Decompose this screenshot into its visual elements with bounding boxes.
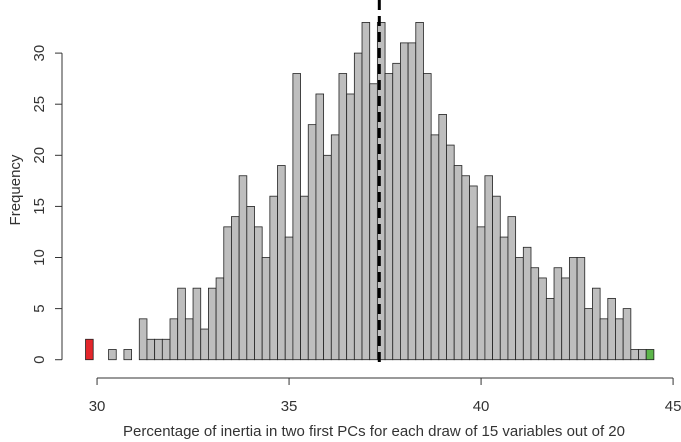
bar [169, 318, 179, 361]
bar [192, 287, 202, 361]
bar [300, 195, 309, 361]
y-tick-label: 25 [31, 96, 48, 113]
bar [330, 134, 340, 361]
bar [85, 338, 94, 361]
bar [392, 62, 401, 361]
bar [108, 349, 117, 361]
x-tick-label: 35 [281, 398, 298, 415]
bar [231, 216, 240, 361]
bar [269, 195, 278, 361]
bar [592, 287, 601, 361]
y-tick-label: 30 [31, 45, 48, 62]
bar [499, 236, 509, 361]
bar [469, 185, 478, 361]
bar [407, 42, 417, 361]
y-axis-label: Frequency [7, 154, 24, 225]
bar [423, 73, 432, 361]
bar [238, 175, 248, 361]
bar [146, 338, 156, 361]
bar [630, 349, 639, 361]
bar [638, 349, 647, 361]
bar [584, 308, 593, 361]
bar [261, 257, 271, 361]
bar [568, 257, 578, 361]
bar [315, 93, 325, 361]
bar [622, 308, 632, 361]
bar [545, 297, 555, 361]
bar [246, 206, 255, 361]
bar [254, 226, 263, 361]
bar [346, 93, 355, 361]
bar [615, 318, 624, 361]
y-tick-label: 0 [31, 356, 48, 364]
bar [553, 267, 563, 361]
bar [538, 277, 547, 361]
bar [184, 318, 194, 361]
bar [323, 154, 332, 361]
bar [438, 114, 447, 361]
y-tick-label: 15 [31, 198, 48, 215]
bar [353, 52, 363, 361]
bar [361, 22, 371, 361]
bar [223, 226, 232, 361]
bar [461, 175, 470, 361]
bar [522, 246, 532, 361]
x-axis-label: Percentage of inertia in two first PCs f… [123, 423, 625, 440]
bar [138, 318, 148, 361]
bar [123, 349, 133, 361]
bar [284, 236, 294, 361]
bar [177, 287, 186, 361]
bar [561, 277, 570, 361]
bar [292, 73, 301, 361]
y-tick-label: 20 [31, 147, 48, 164]
bar [369, 83, 378, 361]
bar [200, 328, 209, 361]
bar [484, 175, 493, 361]
bar [599, 318, 609, 361]
bar [507, 216, 517, 361]
bar [415, 22, 424, 361]
y-tick-label: 5 [31, 304, 48, 312]
bar [154, 338, 163, 361]
x-tick-label: 45 [665, 398, 681, 415]
bar [607, 297, 616, 361]
bar [446, 144, 455, 361]
bar [645, 349, 655, 361]
x-tick-label: 30 [89, 398, 106, 415]
bar [492, 195, 501, 361]
bar [515, 257, 524, 361]
bar [453, 165, 463, 361]
bar [277, 165, 286, 361]
bar [430, 134, 440, 361]
bar [161, 338, 171, 361]
bar [400, 42, 409, 361]
bar [208, 287, 217, 361]
bar [576, 257, 586, 361]
bar [384, 73, 394, 361]
bar [476, 226, 486, 361]
bar [215, 277, 225, 361]
bar [307, 124, 317, 361]
y-tick-label: 10 [31, 249, 48, 266]
bar [530, 267, 540, 361]
x-tick-label: 40 [473, 398, 490, 415]
bar [338, 73, 348, 361]
